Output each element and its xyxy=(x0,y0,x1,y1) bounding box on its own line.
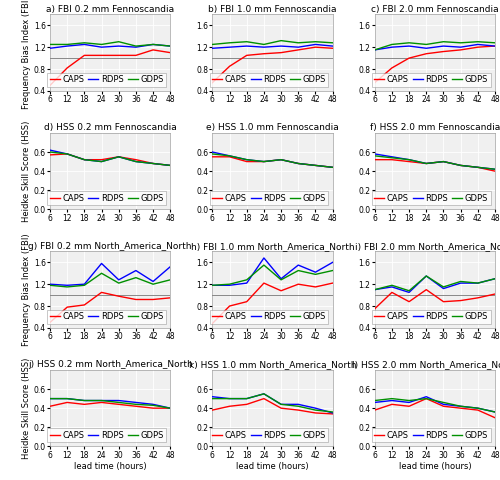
Legend: CAPS, RDPS, GDPS: CAPS, RDPS, GDPS xyxy=(372,428,491,442)
Title: g) FBI 0.2 mm North_America_North: g) FBI 0.2 mm North_America_North xyxy=(28,241,192,251)
Y-axis label: Frequency Bias Index (FBI): Frequency Bias Index (FBI) xyxy=(22,233,31,346)
Legend: CAPS, RDPS, GDPS: CAPS, RDPS, GDPS xyxy=(372,72,491,87)
Legend: CAPS, RDPS, GDPS: CAPS, RDPS, GDPS xyxy=(210,310,328,324)
Title: h) FBI 1.0 mm North_America_North: h) FBI 1.0 mm North_America_North xyxy=(190,241,354,251)
Title: j) HSS 0.2 mm North_America_North: j) HSS 0.2 mm North_America_North xyxy=(28,360,192,369)
Legend: CAPS, RDPS, GDPS: CAPS, RDPS, GDPS xyxy=(47,310,166,324)
Title: i) FBI 2.0 mm North_America_North: i) FBI 2.0 mm North_America_North xyxy=(354,241,500,251)
Y-axis label: Heidke Skill Score (HSS): Heidke Skill Score (HSS) xyxy=(22,358,31,459)
X-axis label: lead time (hours): lead time (hours) xyxy=(236,462,309,471)
X-axis label: lead time (hours): lead time (hours) xyxy=(398,462,471,471)
Legend: CAPS, RDPS, GDPS: CAPS, RDPS, GDPS xyxy=(210,428,328,442)
Legend: CAPS, RDPS, GDPS: CAPS, RDPS, GDPS xyxy=(372,310,491,324)
Legend: CAPS, RDPS, GDPS: CAPS, RDPS, GDPS xyxy=(47,191,166,205)
Legend: CAPS, RDPS, GDPS: CAPS, RDPS, GDPS xyxy=(372,191,491,205)
Title: e) HSS 1.0 mm Fennoscandia: e) HSS 1.0 mm Fennoscandia xyxy=(206,123,339,132)
X-axis label: lead time (hours): lead time (hours) xyxy=(74,462,146,471)
Title: l) HSS 2.0 mm North_America_North: l) HSS 2.0 mm North_America_North xyxy=(352,360,500,369)
Title: c) FBI 2.0 mm Fennoscandia: c) FBI 2.0 mm Fennoscandia xyxy=(371,5,498,13)
Y-axis label: Frequency Bias Index (FBI): Frequency Bias Index (FBI) xyxy=(22,0,31,109)
Title: b) FBI 1.0 mm Fennoscandia: b) FBI 1.0 mm Fennoscandia xyxy=(208,5,337,13)
Legend: CAPS, RDPS, GDPS: CAPS, RDPS, GDPS xyxy=(47,72,166,87)
Legend: CAPS, RDPS, GDPS: CAPS, RDPS, GDPS xyxy=(210,191,328,205)
Title: a) FBI 0.2 mm Fennoscandia: a) FBI 0.2 mm Fennoscandia xyxy=(46,5,174,13)
Legend: CAPS, RDPS, GDPS: CAPS, RDPS, GDPS xyxy=(47,428,166,442)
Y-axis label: Heidke Skill Score (HSS): Heidke Skill Score (HSS) xyxy=(22,120,31,222)
Title: k) HSS 1.0 mm North_America_North: k) HSS 1.0 mm North_America_North xyxy=(189,360,356,369)
Title: f) HSS 2.0 mm Fennoscandia: f) HSS 2.0 mm Fennoscandia xyxy=(370,123,500,132)
Title: d) HSS 0.2 mm Fennoscandia: d) HSS 0.2 mm Fennoscandia xyxy=(44,123,176,132)
Legend: CAPS, RDPS, GDPS: CAPS, RDPS, GDPS xyxy=(210,72,328,87)
